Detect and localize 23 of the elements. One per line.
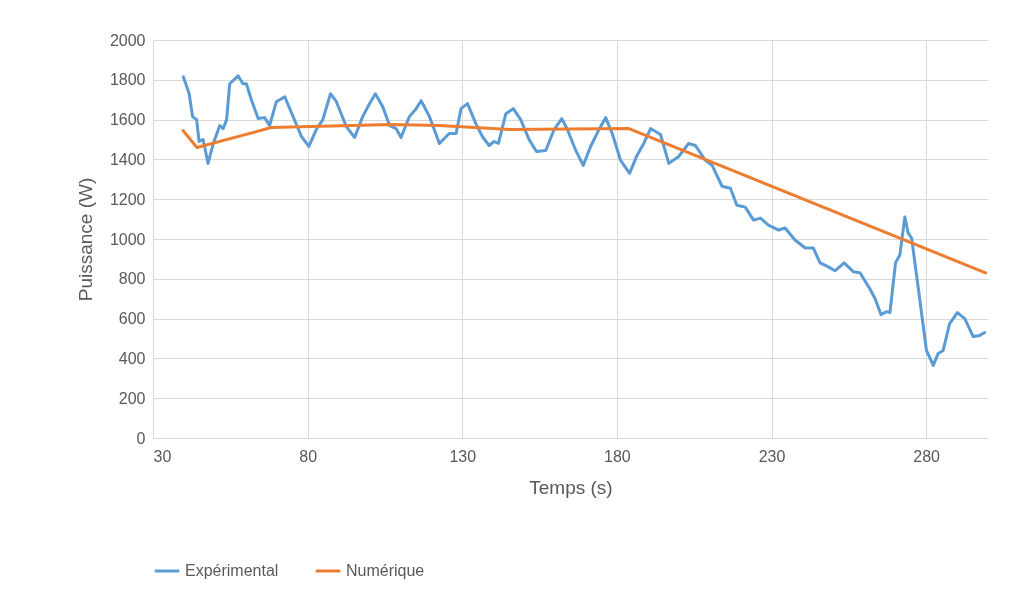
y-tick-label: 1400 — [109, 150, 146, 168]
y-axis-title: Puissance (W) — [74, 177, 96, 302]
y-tick-label: 200 — [118, 389, 146, 407]
y-tick-label: 1600 — [109, 111, 146, 129]
y-tick-label: 0 — [136, 429, 146, 447]
y-tick-label: 800 — [118, 270, 146, 288]
legend-label: Expérimental — [185, 562, 279, 579]
y-tick-label: 1800 — [109, 71, 146, 89]
x-tick-label: 230 — [758, 447, 786, 465]
x-tick-label: 80 — [299, 447, 318, 465]
line-series — [181, 74, 987, 367]
line-series — [181, 123, 988, 275]
y-tick-label: 600 — [118, 310, 146, 328]
legend-label: Numérique — [346, 562, 425, 579]
x-tick-label: 180 — [604, 447, 631, 465]
x-tick-label: 30 — [153, 447, 172, 465]
y-tick-label: 1200 — [109, 190, 146, 208]
x-tick-label: 280 — [913, 447, 941, 465]
x-axis-title: Temps (s) — [529, 476, 613, 498]
y-tick-label: 2000 — [109, 31, 146, 49]
y-tick-label: 1000 — [109, 230, 146, 248]
x-tick-label: 130 — [449, 447, 477, 465]
y-tick-label: 400 — [118, 349, 146, 367]
